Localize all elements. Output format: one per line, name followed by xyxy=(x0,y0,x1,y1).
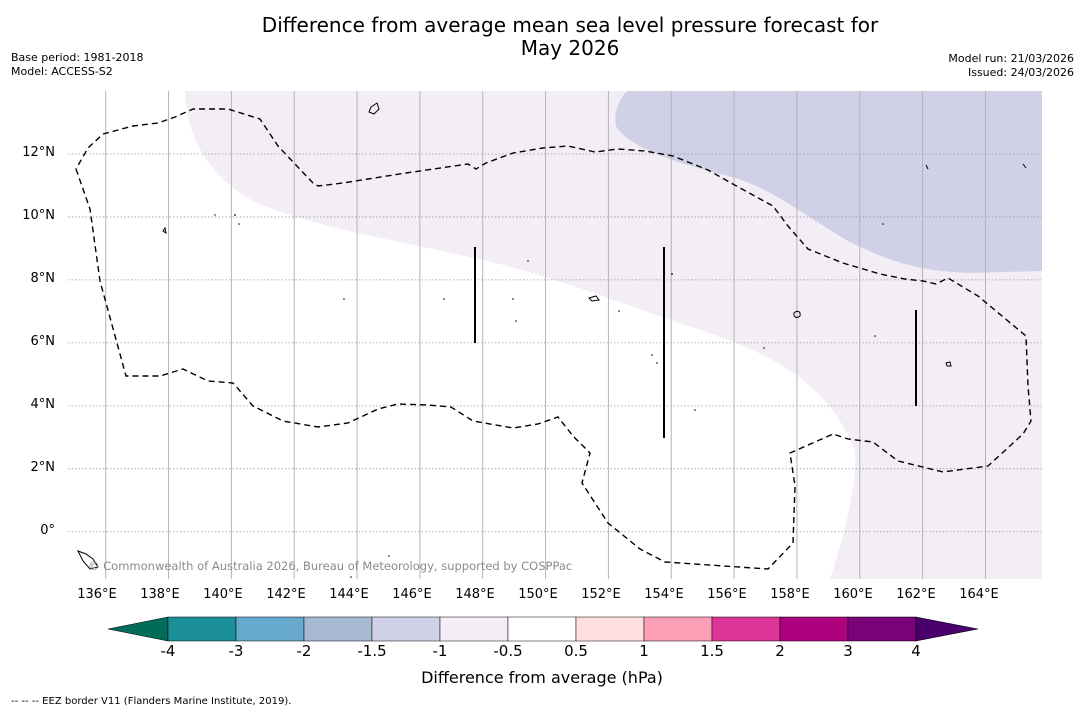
island-chuuk xyxy=(588,295,600,302)
map-area xyxy=(68,91,1042,579)
lat-tick-label: 2°N xyxy=(30,460,56,475)
meta-left: Base period: 1981-2018 Model: ACCESS-S2 xyxy=(11,51,143,79)
island-guam xyxy=(368,102,380,115)
lon-tick-label: 156°E xyxy=(707,587,747,602)
colorbar-label: 0.5 xyxy=(564,642,588,660)
lon-tick-label: 136°E xyxy=(77,587,117,602)
colorbar-title: Difference from average (hPa) xyxy=(421,668,663,687)
lat-tick-label: 6°N xyxy=(30,334,56,349)
colorbar-swatch xyxy=(575,616,645,642)
island-pohnpei xyxy=(793,310,801,318)
lon-tick-label: 138°E xyxy=(140,587,180,602)
island-kosrae xyxy=(945,361,952,367)
copyright-notice: © Commonwealth of Australia 2026, Bureau… xyxy=(88,559,573,573)
colorbar-label: 4 xyxy=(911,642,921,660)
eez-footnote: -- -- -- EEZ border V11 (Flanders Marine… xyxy=(11,696,292,707)
colorbar-swatch xyxy=(235,616,305,642)
lon-tick-label: 152°E xyxy=(581,587,621,602)
base-period-text: Base period: 1981-2018 xyxy=(11,51,144,64)
lon-tick-label: 146°E xyxy=(392,587,432,602)
lon-tick-label: 142°E xyxy=(266,587,306,602)
graticule xyxy=(68,91,1042,579)
lon-tick-label: 154°E xyxy=(644,587,684,602)
island-new-guinea-coast xyxy=(76,550,99,570)
islands xyxy=(76,102,1027,570)
lat-tick-label: 4°N xyxy=(30,397,56,412)
colorbar-swatch xyxy=(439,616,509,642)
colorbar-label: 1.5 xyxy=(700,642,724,660)
title-line-2: May 2026 xyxy=(520,36,620,60)
atolls xyxy=(214,214,884,578)
lon-tick-label: 164°E xyxy=(959,587,999,602)
colorbar-label: -4 xyxy=(160,642,176,660)
colorbar-swatch xyxy=(507,616,577,642)
lat-tick-label: 10°N xyxy=(22,208,55,223)
vertical-segments xyxy=(474,247,917,438)
colorbar-swatch xyxy=(303,616,373,642)
lon-tick-label: 160°E xyxy=(833,587,873,602)
colorbar-over-arrow xyxy=(915,616,978,642)
island-ngulu xyxy=(162,226,167,235)
model-text: Model: ACCESS-S2 xyxy=(11,65,113,78)
colorbar-swatch xyxy=(779,616,849,642)
title-line-1: Difference from average mean sea level p… xyxy=(261,13,879,37)
colorbar-label: 1 xyxy=(639,642,649,660)
colorbar-under-arrow xyxy=(108,616,169,642)
anomaly-region-minus-1 xyxy=(615,91,1042,273)
lon-tick-label: 150°E xyxy=(518,587,558,602)
colorbar-swatch xyxy=(847,616,917,642)
lon-tick-label: 158°E xyxy=(770,587,810,602)
lat-tick-label: 8°N xyxy=(30,271,56,286)
model-run-text: Model run: 21/03/2026 xyxy=(948,52,1074,65)
meta-right: Model run: 21/03/2026 Issued: 24/03/2026 xyxy=(948,52,1074,80)
colorbar-swatch xyxy=(371,616,441,642)
colorbar-label: -2 xyxy=(296,642,312,660)
colorbar-swatch xyxy=(167,616,237,642)
colorbar-label: -1 xyxy=(432,642,448,660)
colorbar-label: 2 xyxy=(775,642,785,660)
colorbar-label: -0.5 xyxy=(493,642,523,660)
lon-tick-label: 144°E xyxy=(329,587,369,602)
lat-tick-label: 12°N xyxy=(22,145,55,160)
lon-tick-label: 148°E xyxy=(455,587,495,602)
colorbar-label: 3 xyxy=(843,642,853,660)
map-title: Difference from average mean sea level p… xyxy=(170,14,970,60)
colorbar-swatch xyxy=(711,616,781,642)
eez-borders xyxy=(75,108,1032,570)
lon-tick-label: 162°E xyxy=(896,587,936,602)
lat-tick-label: 0° xyxy=(40,523,55,538)
colorbar xyxy=(108,616,978,642)
lon-tick-label: 140°E xyxy=(203,587,243,602)
colorbar-swatch xyxy=(643,616,713,642)
issued-text: Issued: 24/03/2026 xyxy=(967,66,1074,79)
map-svg xyxy=(68,91,1042,579)
colorbar-label: -3 xyxy=(228,642,244,660)
eez-border-palau xyxy=(75,108,1032,570)
island-marshall-dots xyxy=(925,163,1027,170)
colorbar-label: -1.5 xyxy=(357,642,387,660)
